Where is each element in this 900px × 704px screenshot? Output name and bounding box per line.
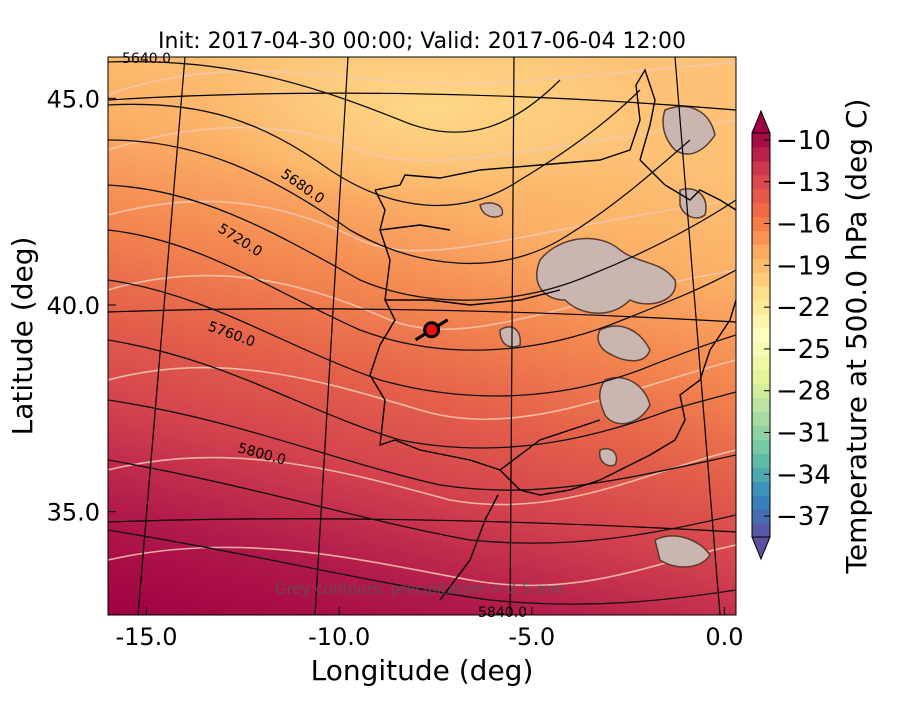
- x-axis-label: Longitude (deg): [311, 654, 534, 687]
- colorbar-segment: [752, 467, 770, 482]
- colorbar-segment: [752, 509, 770, 524]
- colorbar-tick-label: −19: [776, 251, 831, 281]
- colorbar-extend-top: [751, 109, 771, 134]
- colorbar-segment: [752, 300, 770, 315]
- precipitation-annotation: Grey contours: precipitation > 0.5 mm: [275, 580, 565, 598]
- chart-title: Init: 2017-04-30 00:00; Valid: 2017-06-0…: [158, 29, 686, 54]
- colorbar-ticks: −10 −13 −16 −19 −22 −25 −28 −31 −34 −37: [764, 126, 831, 532]
- y-axis-ticks: 45.0 40.0 35.0: [47, 85, 116, 527]
- colorbar-tick-label: −34: [776, 460, 831, 490]
- y-tick-label: 35.0: [47, 499, 100, 527]
- colorbar-segment: [752, 202, 770, 218]
- coastlines: [369, 68, 736, 601]
- colorbar-segment: [752, 133, 770, 148]
- colorbar-tick-label: −25: [776, 335, 831, 365]
- colorbar-tick-label: −13: [776, 168, 831, 198]
- colorbar-segment: [752, 369, 770, 385]
- precipitation-patches: [479, 105, 716, 568]
- y-tick-label: 45.0: [47, 85, 100, 113]
- colorbar-tick-label: −37: [776, 502, 831, 532]
- colorbar-segment: [752, 341, 770, 357]
- y-axis-label: Latitude (deg): [6, 237, 39, 436]
- colorbar-tick-label: −22: [776, 293, 831, 323]
- colorbar-tick-label: −10: [776, 126, 831, 156]
- colorbar-segment: [752, 439, 770, 454]
- y-tick-label: 40.0: [47, 292, 100, 320]
- colorbar-segment: [752, 355, 770, 371]
- x-axis-ticks: -15.0 -10.0 -5.0 0.0: [115, 607, 744, 651]
- colorbar-segment: [752, 230, 770, 245]
- graticule: [108, 57, 736, 615]
- colorbar-segment: [752, 314, 770, 329]
- colorbar-extend-bottom: [751, 536, 771, 561]
- colorbar-segment: [752, 397, 770, 413]
- colorbar-segment: [752, 160, 770, 176]
- colorbar-segment: [752, 244, 770, 259]
- colorbar-segment: [752, 188, 770, 204]
- map-area: [108, 57, 736, 615]
- contour-label-5640: 5640.0: [122, 51, 171, 67]
- colorbar-segment: [752, 146, 770, 162]
- x-tick-label: 0.0: [705, 623, 743, 651]
- colorbar-segment: [752, 523, 770, 538]
- colorbar-segment: [752, 328, 770, 343]
- colorbar-segment: [752, 258, 770, 273]
- x-tick-label: -15.0: [115, 623, 177, 651]
- colorbar-segment: [752, 453, 770, 468]
- contour-label-5840: 5840.0: [478, 605, 527, 621]
- location-marker: [414, 318, 449, 342]
- colorbar-segment: [752, 481, 770, 496]
- marker-dot: [423, 321, 441, 339]
- colorbar-tick-label: −16: [776, 210, 831, 240]
- colorbar-segment: [752, 216, 770, 232]
- colorbar-tick-label: −28: [776, 377, 831, 407]
- colorbar-segment: [752, 411, 770, 427]
- colorbar-segment: [752, 272, 770, 287]
- map-frame: [107, 56, 737, 616]
- x-tick-label: -5.0: [508, 623, 555, 651]
- colorbar-label: Temperature at 500.0 hPa (deg C): [840, 99, 873, 575]
- colorbar: [751, 109, 771, 561]
- colorbar-segment: [752, 383, 770, 399]
- x-tick-label: -10.0: [308, 623, 370, 651]
- colorbar-segment: [752, 174, 770, 190]
- colorbar-outline: [751, 132, 771, 538]
- colorbar-tick-label: −31: [776, 419, 831, 449]
- colorbar-segment: [752, 425, 770, 440]
- height-contours: [108, 60, 736, 605]
- colorbar-segment: [752, 495, 770, 510]
- colorbar-segment: [752, 286, 770, 301]
